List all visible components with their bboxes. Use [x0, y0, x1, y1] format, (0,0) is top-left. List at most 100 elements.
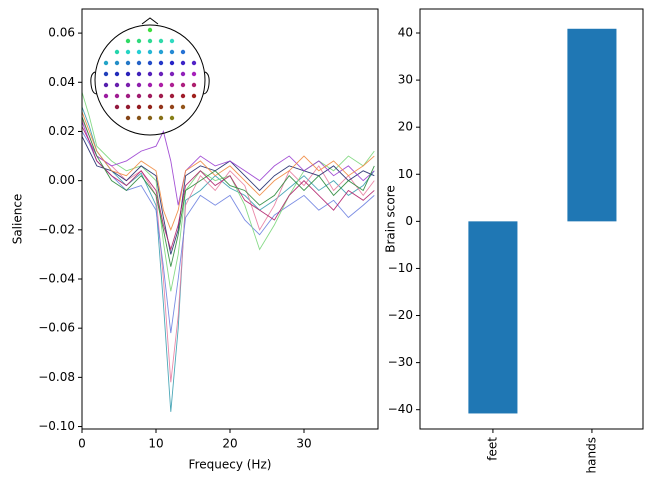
sensor-dot [169, 93, 175, 99]
series-line [82, 131, 375, 334]
axes-frame [419, 8, 644, 430]
sensor-dot [158, 104, 164, 110]
sensor-dot [103, 82, 109, 88]
axes-frame [81, 8, 379, 430]
y-tick-label: 0 [405, 214, 413, 228]
x-tick-label: 10 [148, 437, 163, 451]
series-line [82, 116, 375, 267]
sensor-dot [103, 60, 109, 66]
left-ear [90, 71, 98, 95]
y-tick-label: 20 [398, 120, 413, 134]
y-tick-label: 0.00 [48, 173, 75, 187]
sensor-dot [180, 104, 186, 110]
sensor-dot [180, 60, 186, 66]
sensor-dot [103, 71, 109, 77]
sensor-dot [147, 71, 153, 77]
x-tick-label: feet [485, 437, 499, 461]
sensor-dot [125, 71, 131, 77]
sensor-dot [158, 82, 164, 88]
sensor-dot [125, 82, 131, 88]
x-tick-label: 0 [78, 437, 86, 451]
sensor-dot [136, 93, 142, 99]
y-tick-label: 0.02 [48, 124, 75, 138]
y-tick-label: −0.08 [38, 370, 75, 384]
sensor-dot [125, 93, 131, 99]
nose [141, 17, 159, 25]
sensor-dot [114, 60, 120, 66]
sensor-dot [147, 38, 153, 44]
sensor-dot [169, 38, 175, 44]
sensor-dot [125, 38, 131, 44]
sensor-dot [191, 82, 197, 88]
y-tick-label: −0.02 [38, 222, 75, 236]
sensor-dot [136, 104, 142, 110]
y-tick-label: 0.06 [48, 26, 75, 40]
sensor-dot [191, 60, 197, 66]
sensor-dot [114, 71, 120, 77]
x-tick-label: 30 [296, 437, 311, 451]
sensor-dot [169, 60, 175, 66]
y-tick-label: 10 [398, 167, 413, 181]
sensor-map [90, 17, 210, 136]
series-line [82, 111, 375, 232]
y-tick-label: 40 [398, 26, 413, 40]
x-axis-label: Frequecy (Hz) [189, 458, 272, 472]
y-tick-label: 30 [398, 73, 413, 87]
sensor-dot [158, 115, 164, 121]
sensor-dot [158, 38, 164, 44]
sensor-dot [180, 93, 186, 99]
sensor-dot [136, 38, 142, 44]
series-line [82, 136, 375, 255]
sensor-dot [158, 60, 164, 66]
sensor-dot [136, 60, 142, 66]
series-line [82, 126, 375, 252]
sensor-dot [180, 49, 186, 55]
sensor-dot [147, 115, 153, 121]
sensor-dot [180, 82, 186, 88]
x-tick-label: hands [584, 437, 598, 473]
sensor-dot [136, 82, 142, 88]
y-tick-label: −0.06 [38, 321, 75, 335]
sensor-dot [158, 49, 164, 55]
sensor-dot [147, 93, 153, 99]
sensor-dot [114, 104, 120, 110]
sensor-dot [169, 49, 175, 55]
sensor-dot [147, 27, 153, 33]
right-ear [202, 71, 210, 95]
y-tick-label: −10 [388, 261, 413, 275]
y-tick-label: −30 [388, 355, 413, 369]
sensor-dot [191, 93, 197, 99]
y-tick-label: −0.04 [38, 272, 75, 286]
sensor-dot [147, 82, 153, 88]
sensor-dot [103, 93, 109, 99]
y-axis-label: Salience [11, 194, 25, 245]
sensor-dot [158, 93, 164, 99]
sensor-dot [125, 49, 131, 55]
sensor-dot [169, 71, 175, 77]
sensor-dot [114, 49, 120, 55]
y-tick-label: −20 [388, 308, 413, 322]
sensor-dot [147, 60, 153, 66]
y-tick-label: −40 [388, 402, 413, 416]
head-outline [94, 24, 206, 136]
sensor-dot [114, 93, 120, 99]
bar [468, 221, 518, 414]
x-tick-label: 20 [222, 437, 237, 451]
y-axis-label: Brain score [384, 185, 398, 253]
sensor-dot [169, 115, 175, 121]
bar [567, 28, 617, 222]
sensor-dot [125, 115, 131, 121]
series-line [82, 118, 375, 383]
sensor-dot [136, 115, 142, 121]
sensor-dot [158, 71, 164, 77]
sensor-dot [191, 71, 197, 77]
sensor-dot [125, 104, 131, 110]
series-line [82, 121, 375, 206]
sensor-dot [136, 49, 142, 55]
plot-area [82, 91, 375, 412]
y-tick-label: −0.10 [38, 419, 75, 433]
sensor-dot [147, 49, 153, 55]
sensor-dot [114, 82, 120, 88]
sensor-dot [169, 104, 175, 110]
